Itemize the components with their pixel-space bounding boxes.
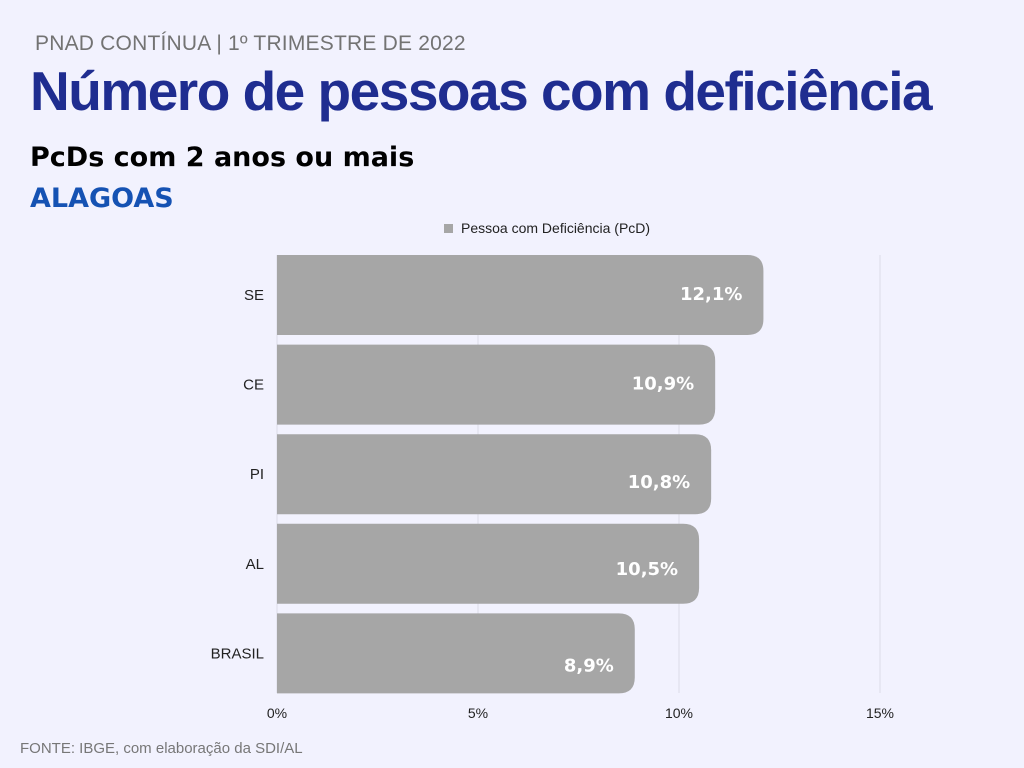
source-note: FONTE: IBGE, com elaboração da SDI/AL xyxy=(20,740,303,757)
legend-label: Pessoa com Deficiência (PcD) xyxy=(461,220,651,236)
region-label: ALAGOAS xyxy=(30,183,174,214)
data-label: 8,9% xyxy=(564,655,614,676)
x-tick-label: 15% xyxy=(866,705,894,721)
category-label: AL xyxy=(246,556,264,573)
bar xyxy=(277,613,635,694)
x-tick-label: 5% xyxy=(468,705,488,721)
legend: Pessoa com Deficiência (PcD) xyxy=(444,219,650,237)
category-label: BRASIL xyxy=(211,645,264,662)
bar xyxy=(277,344,716,425)
x-tick-label: 0% xyxy=(267,705,287,721)
category-label: CE xyxy=(243,377,264,394)
page-title: Número de pessoas com deficiência xyxy=(30,60,933,122)
legend-swatch xyxy=(444,223,453,233)
data-label: 10,5% xyxy=(616,559,678,580)
category-label: PI xyxy=(250,466,264,483)
data-label: 10,9% xyxy=(632,374,694,395)
bar xyxy=(277,434,712,515)
bar xyxy=(277,523,700,604)
subtitle: PcDs com 2 anos ou mais xyxy=(30,142,415,173)
data-label: 10,8% xyxy=(628,472,690,493)
bar xyxy=(277,255,764,335)
x-tick-label: 10% xyxy=(665,705,693,721)
kicker: PNAD CONTÍNUA | 1º TRIMESTRE DE 2022 xyxy=(35,32,466,55)
category-label: SE xyxy=(244,287,264,304)
data-label: 12,1% xyxy=(680,284,742,305)
